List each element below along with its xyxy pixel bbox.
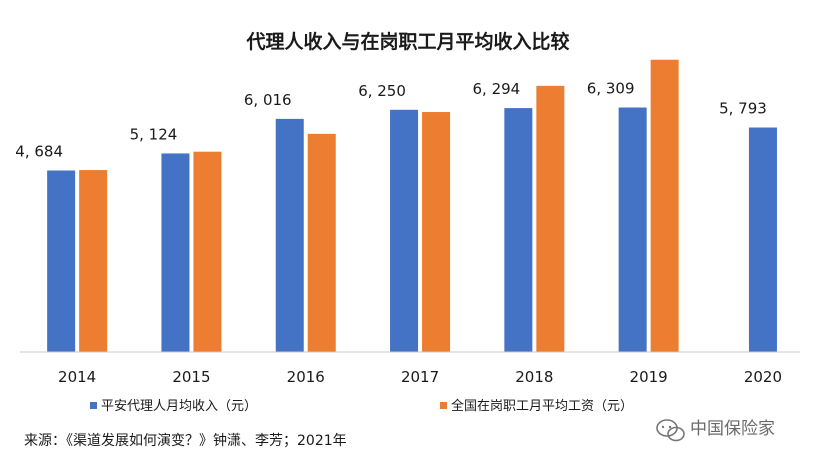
data-label-bg: [1, 141, 78, 162]
legend-label-1: 全国在岗职工月平均工资（元）: [451, 398, 633, 414]
bar-agent-2014: [47, 170, 76, 352]
legend-swatch-1: [440, 402, 447, 409]
x-tick-2015: 2015: [172, 368, 210, 386]
bar-agent-2018: [504, 108, 533, 352]
x-tick-2014: 2014: [58, 368, 96, 386]
data-label-bg: [704, 98, 781, 119]
chart-title: 代理人收入与在岗职工月平均收入比较: [245, 30, 569, 53]
x-tick-2018: 2018: [515, 368, 553, 386]
bar-agent-2017: [390, 109, 419, 352]
watermark-text: 中国保险家: [690, 419, 775, 439]
x-tick-2020: 2020: [744, 368, 782, 386]
bar-agent-2015: [161, 153, 190, 352]
data-label-bg: [458, 79, 535, 100]
data-label-2015: 5, 124: [130, 125, 178, 143]
data-label-2019: 6, 309: [587, 80, 635, 98]
data-label-2018: 6, 294: [472, 80, 520, 98]
bars-layer: 4, 684 5, 124 6, 016 6, 250 6, 294 6, 309 5, 7…: [1, 59, 781, 353]
bar-national-2019: [650, 59, 679, 353]
x-tick-2017: 2017: [401, 368, 439, 386]
legend-label-0: 平安代理人月均收入（元）: [101, 399, 257, 414]
x-tick-2019: 2019: [630, 368, 668, 386]
bar-agent-2020: [748, 127, 777, 353]
bar-national-2017: [422, 112, 451, 353]
watermark: 中国保险家: [656, 419, 775, 442]
data-label-bg: [344, 80, 421, 101]
legend-swatch-0: [90, 402, 97, 409]
wechat-icon: [656, 419, 685, 442]
data-label-bg: [572, 78, 649, 99]
x-tick-2016: 2016: [287, 368, 325, 386]
data-label-bg: [229, 89, 306, 110]
data-label-2017: 6, 250: [358, 82, 406, 100]
data-label-2014: 4, 684: [15, 142, 63, 160]
data-label-2016: 6, 016: [244, 91, 292, 109]
bar-agent-2016: [275, 118, 304, 352]
data-label-2020: 5, 793: [719, 100, 767, 118]
bar-national-2018: [536, 85, 565, 353]
source-note: 来源：《渠道发展如何演变？》钟潇、李芳；2021年: [24, 432, 347, 449]
bar-national-2015: [193, 151, 222, 352]
bar-national-2016: [307, 133, 336, 352]
data-label-bg: [115, 124, 192, 145]
bar-agent-2019: [618, 107, 647, 353]
legend: 平安代理人月均收入（元） 全国在岗职工月平均工资（元）: [90, 398, 633, 414]
bar-national-2014: [79, 170, 108, 352]
x-ticks: 2014 2015 2016 2017 2018 2019 2020: [58, 368, 782, 386]
